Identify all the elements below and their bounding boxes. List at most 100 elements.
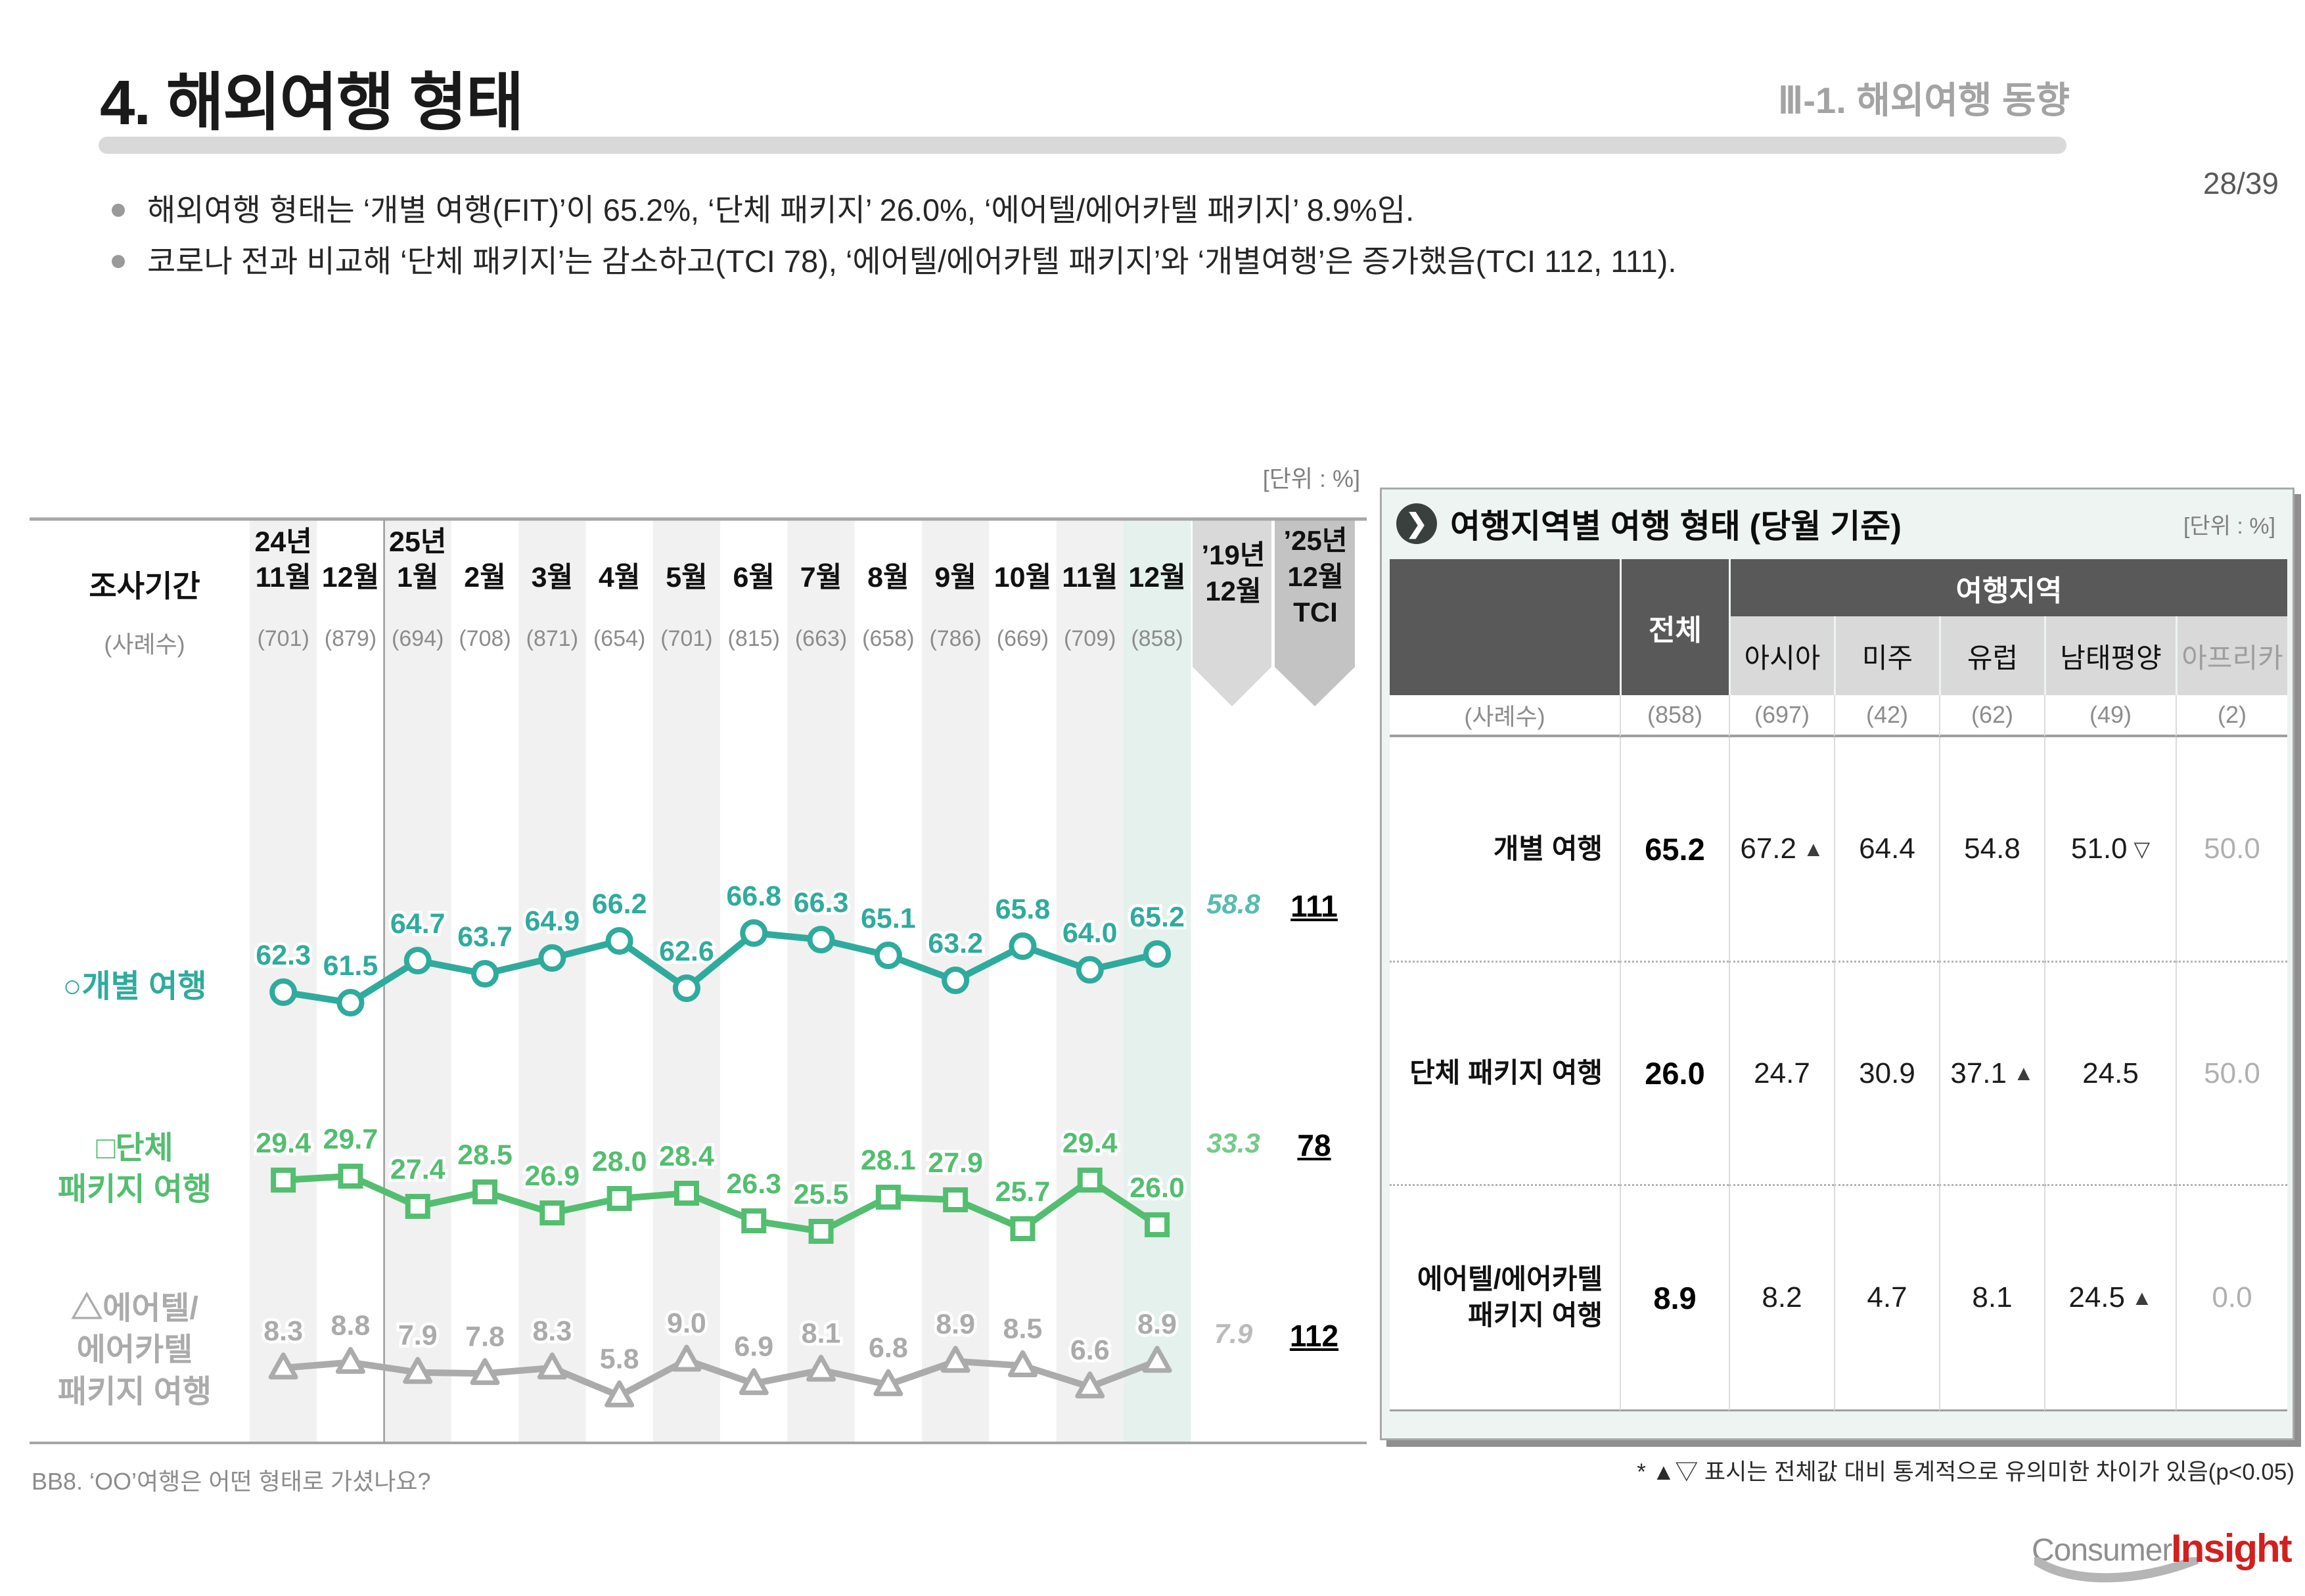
chart-col-month: 10월: [993, 562, 1052, 593]
svg-text:65.2: 65.2: [1130, 901, 1185, 933]
table-sample-label: (사례수): [1390, 695, 1620, 737]
table-cell-value: 0.0: [2176, 1186, 2287, 1411]
svg-text:64.7: 64.7: [390, 908, 445, 940]
svg-text:25.7: 25.7: [995, 1176, 1051, 1208]
bullet-item: 해외여행 형태는 ‘개별 여행(FIT)’이 65.2%, ‘단체 패키지’ 2…: [112, 192, 2214, 229]
chart-col-sample-size: (701): [660, 626, 713, 651]
chart-col-month: 11월: [1062, 562, 1118, 593]
svg-text:6.6: 6.6: [1070, 1334, 1110, 1366]
table-cell-value: 8.2: [1729, 1186, 1834, 1411]
chart-col-sample-size: (658): [862, 626, 915, 651]
svg-text:65.8: 65.8: [995, 894, 1051, 925]
cell-number: 37.1: [1950, 1057, 2007, 1089]
table-cell-value: 24.5: [2044, 963, 2176, 1186]
table-sample-total: (858): [1620, 695, 1729, 737]
svg-text:28.5: 28.5: [457, 1139, 513, 1171]
chart-col-month: 1월: [397, 562, 439, 593]
chart-col-sample-size: (879): [324, 626, 377, 651]
svg-text:66.3: 66.3: [794, 887, 849, 919]
svg-text:6.9: 6.9: [734, 1331, 773, 1363]
table-row-label: 에어텔/에어카텔 패키지 여행: [1390, 1186, 1620, 1411]
table-total-value: 8.9: [1620, 1186, 1729, 1411]
cell-number: 50.0: [2204, 832, 2260, 865]
svg-text:61.5: 61.5: [323, 950, 378, 982]
svg-text:7.9: 7.9: [398, 1320, 438, 1352]
table-region-header: 아시아: [1729, 616, 1834, 695]
cell-number: 30.9: [1859, 1057, 1915, 1089]
svg-text:28.0: 28.0: [592, 1146, 647, 1177]
table-corner-cell: [1390, 559, 1620, 695]
table-total-value: 65.2: [1620, 737, 1729, 963]
table-cell-value: 51.0 ▽: [2044, 737, 2176, 963]
chart-col-month: 6월: [733, 562, 775, 593]
logo-insight-text: Insight: [2171, 1526, 2293, 1570]
cell-number: 24.5: [2082, 1057, 2139, 1089]
table-total-header: 전체: [1620, 559, 1729, 695]
cell-number: 24.7: [1754, 1057, 1810, 1089]
svg-text:29.4: 29.4: [256, 1128, 311, 1159]
table-cell-value: 24.5 ▲: [2044, 1186, 2176, 1411]
panel-unit-label: [단위 : %]: [2183, 513, 2275, 539]
page-number: 28/39: [2202, 166, 2279, 200]
chart-col-month: 2월: [464, 562, 506, 593]
series-ref19-value: 58.8: [1206, 888, 1260, 919]
svg-text:66.8: 66.8: [726, 880, 781, 912]
bullet-icon: [112, 204, 125, 217]
consumer-insight-logo: Consumer Insight: [2032, 1523, 2294, 1583]
chart-col-year: 24년: [254, 526, 312, 558]
title-underline-bar: [99, 137, 2066, 154]
survey-period-label: 조사기간: [89, 569, 200, 603]
svg-text:63.2: 63.2: [928, 928, 983, 959]
cell-number: 24.5: [2068, 1281, 2125, 1313]
svg-text:28.1: 28.1: [861, 1145, 916, 1176]
chart-col-sample-size: (654): [593, 626, 646, 651]
table-region-header: 아프리카: [2176, 616, 2287, 695]
table-sample-value: (42): [1834, 695, 1939, 737]
svg-text:62.3: 62.3: [256, 940, 311, 971]
cell-number: 51.0: [2070, 832, 2128, 865]
cell-number: 64.4: [1859, 832, 1915, 865]
chart-col-sample-size: (708): [459, 626, 511, 651]
svg-text:62.6: 62.6: [659, 936, 714, 967]
bullet-text: 해외여행 형태는 ‘개별 여행(FIT)’이 65.2%, ‘단체 패키지’ 2…: [147, 193, 1415, 227]
table-cell-value: 67.2 ▲: [1729, 737, 1834, 963]
table-cell-value: 24.7: [1729, 963, 1834, 1186]
table-cell-value: 64.4: [1834, 737, 1939, 963]
chart-unit-label: [단위 : %]: [1262, 465, 1360, 492]
logo-consumer-text: Consumer: [2032, 1533, 2172, 1568]
svg-text:26.3: 26.3: [726, 1168, 781, 1200]
svg-text:26.9: 26.9: [524, 1160, 580, 1192]
svg-text:26.0: 26.0: [1130, 1172, 1185, 1204]
sample-size-label: (사례수): [104, 631, 185, 658]
table-region-header: 미주: [1834, 616, 1939, 695]
cell-number: 67.2: [1740, 832, 1796, 865]
svg-text:8.8: 8.8: [331, 1310, 371, 1341]
chart-col-sample-size: (694): [392, 626, 444, 651]
chart-col-sample-size: (709): [1064, 626, 1116, 651]
significance-up-icon: ▲: [2131, 1285, 2153, 1310]
table-cell-value: 30.9: [1834, 963, 1939, 1186]
cell-number: 50.0: [2204, 1057, 2260, 1089]
table-total-value: 26.0: [1620, 963, 1729, 1186]
series-label: ○개별 여행: [62, 969, 207, 1004]
svg-text:7.8: 7.8: [465, 1321, 505, 1352]
cell-number: 54.8: [1964, 832, 2020, 865]
cell-number: 4.7: [1867, 1281, 1907, 1313]
chart-col-month: 12월: [321, 562, 380, 593]
significance-down-icon: ▽: [2134, 837, 2151, 861]
series-label: △에어텔/ 에어카텔 패키지 여행: [57, 1291, 212, 1409]
svg-text:64.9: 64.9: [524, 905, 580, 937]
table-cell-value: 50.0: [2176, 963, 2287, 1186]
significance-up-icon: ▲: [2013, 1061, 2034, 1085]
chart-col-month: 7월: [800, 562, 842, 593]
section-label: Ⅲ-1. 해외여행 동향: [1777, 80, 2070, 121]
chart-col-year: 25년: [389, 526, 447, 558]
svg-text:8.9: 8.9: [936, 1309, 975, 1340]
table-sample-value: (49): [2044, 695, 2176, 737]
panel-header: ❯ 여행지역별 여행 형태 (당월 기준) [단위 : %]: [1382, 490, 2293, 558]
page-title: 4. 해외여행 형태: [100, 68, 524, 138]
svg-text:28.4: 28.4: [659, 1141, 714, 1172]
table-cell-value: 8.1: [1939, 1186, 2044, 1411]
series-ref19-value: 33.3: [1206, 1128, 1260, 1158]
